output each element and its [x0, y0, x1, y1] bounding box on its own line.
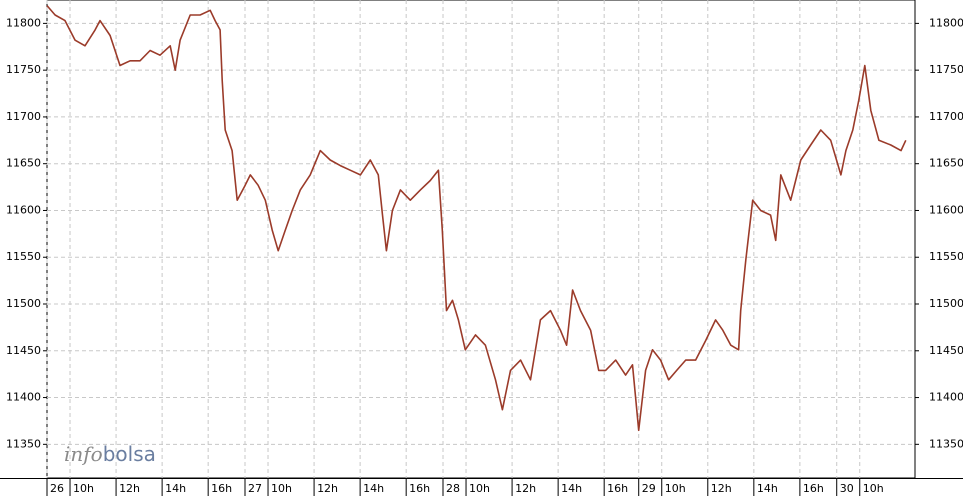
y-tick-label: 11650: [6, 157, 41, 170]
x-tick-label: 14h: [757, 482, 778, 495]
y-tick-label: 11400: [6, 391, 41, 404]
y-tick-label: 11700: [6, 110, 41, 123]
price-line: [46, 5, 907, 432]
x-tick-label: 12h: [119, 482, 140, 495]
x-tick-label: 14h: [363, 482, 384, 495]
x-tick-label: 12h: [711, 482, 732, 495]
y2-tick-label: 11450: [929, 344, 963, 357]
y-tick-label: 11600: [6, 203, 41, 216]
x-tick-label: 14h: [165, 482, 186, 495]
y2-tick-label: 11800: [929, 16, 963, 29]
y2-tick-label: 11650: [929, 157, 963, 170]
y-tick-label: 11450: [6, 344, 41, 357]
y2-tick-label: 11500: [929, 297, 963, 310]
y-tick-label: 11750: [6, 63, 41, 76]
x-tick-label: 30: [840, 482, 854, 495]
x-tick-label: 29: [642, 482, 656, 495]
watermark-suffix: bolsa: [103, 442, 156, 466]
x-tick-label: 12h: [317, 482, 338, 495]
y2-tick-label: 11700: [929, 110, 963, 123]
x-tick-label: 10h: [73, 482, 94, 495]
x-tick-label: 16h: [211, 482, 232, 495]
y2-tick-label: 11750: [929, 63, 963, 76]
x-tick-label: 28: [446, 482, 460, 495]
x-tick-label: 10h: [271, 482, 292, 495]
x-tick-label: 12h: [515, 482, 536, 495]
watermark-prefix: info: [64, 442, 103, 466]
y2-tick-label: 11400: [929, 391, 963, 404]
y-tick-label: 11500: [6, 297, 41, 310]
y2-tick-label: 11550: [929, 250, 963, 263]
y-tick-label: 11350: [6, 437, 41, 450]
x-tick-label: 16h: [803, 482, 824, 495]
plot-area: [46, 0, 916, 479]
watermark: infobolsa: [64, 442, 156, 466]
x-tick-label: 16h: [607, 482, 628, 495]
x-tick-label: 16h: [409, 482, 430, 495]
x-tick-label: 10h: [469, 482, 490, 495]
y2-tick-label: 11600: [929, 203, 963, 216]
x-tick-label: 14h: [561, 482, 582, 495]
x-tick-label: 26: [50, 482, 64, 495]
x-tick-label: 10h: [863, 482, 884, 495]
y-tick-label: 11800: [6, 16, 41, 29]
y2-tick-label: 11350: [929, 437, 963, 450]
x-tick-label: 10h: [665, 482, 686, 495]
y-tick-label: 11550: [6, 250, 41, 263]
x-tick-label: 27: [248, 482, 262, 495]
